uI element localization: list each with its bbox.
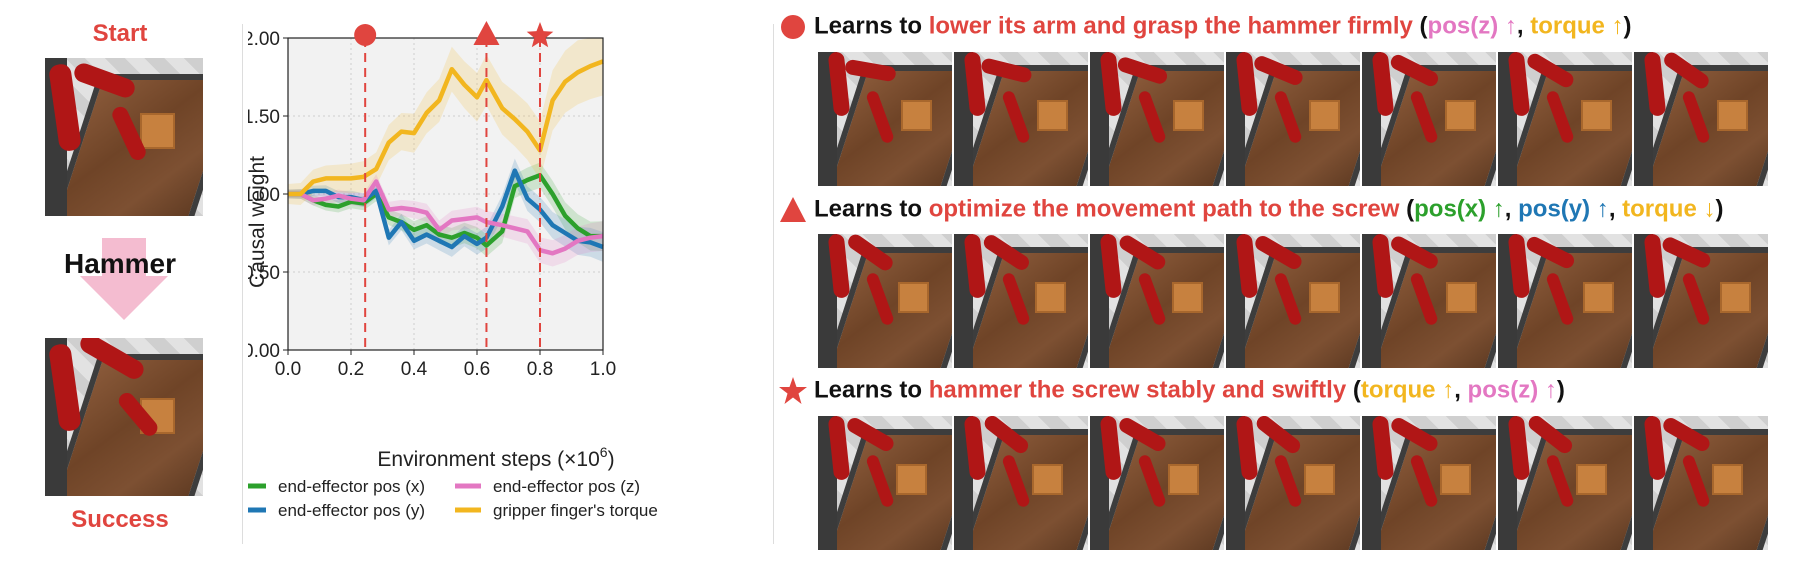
scene-frame (1634, 52, 1768, 186)
scene-frame (954, 52, 1088, 186)
panel-divider (242, 24, 243, 544)
scene-frame (1226, 416, 1360, 550)
separator: , (1516, 12, 1531, 40)
separator: , (1504, 195, 1519, 223)
learning-stages-panel: Learns to lower its arm and grasp the ha… (778, 0, 1810, 562)
scene-frame (1226, 234, 1360, 368)
stage-1-title: Learns to lower its arm and grasp the ha… (778, 12, 1632, 42)
circle-marker (354, 24, 377, 46)
y-tick-label: 2.00 (248, 29, 280, 50)
stage-1-prefix: Learns to (814, 12, 929, 40)
scene-frame (1090, 416, 1224, 550)
scene-frame (1498, 234, 1632, 368)
stage-2-goal: optimize the movement path to the screw (928, 195, 1400, 223)
scene-frame (1226, 52, 1360, 186)
success-scene-image (45, 338, 203, 496)
legend-label: gripper finger's torque (493, 501, 658, 520)
stage-1-var-2: torque ↑ (1530, 12, 1624, 40)
confidence-band (288, 38, 603, 205)
scene-frame (1498, 416, 1632, 550)
stage-3-var-2: pos(z) ↑ (1467, 376, 1557, 404)
separator: , (1454, 376, 1468, 404)
confidence-band (288, 158, 603, 262)
stage-2-frames (818, 234, 1788, 368)
panel-divider-right (773, 24, 774, 544)
scene-frame (1362, 52, 1496, 186)
paren-open: ( (1399, 195, 1415, 223)
scene-frame (818, 234, 952, 368)
paren-close: ) (1623, 12, 1632, 40)
success-label: Success (71, 506, 169, 533)
x-tick-label: 0.8 (527, 359, 553, 380)
y-tick-label: 1.50 (248, 107, 280, 128)
down-arrow-icon (80, 238, 168, 320)
confidence-band (288, 162, 603, 257)
stage-3-var-1: torque ↑ (1360, 376, 1455, 404)
start-scene-image (45, 58, 203, 216)
task-name: Hammer (63, 248, 177, 279)
stage-2-var-1: pos(x) ↑ (1414, 195, 1505, 223)
stage-1-var-1: pos(z) ↑ (1427, 12, 1517, 40)
legend-label: end-effector pos (x) (278, 477, 425, 496)
series-line (288, 59, 604, 197)
star-marker (526, 22, 554, 48)
scene-frame (1362, 234, 1496, 368)
star-marker-icon (779, 377, 807, 404)
scene-frame (1634, 234, 1768, 368)
stage-2-var-3: torque ↓ (1622, 195, 1716, 223)
separator: , (1608, 195, 1623, 223)
x-tick-label: 0.6 (464, 359, 490, 380)
triangle-marker-icon (780, 197, 806, 222)
scene-frame (818, 52, 952, 186)
paren-close: ) (1715, 195, 1724, 223)
task-overview-panel: Start Hammer Success (0, 0, 240, 562)
paren-open: ( (1346, 376, 1361, 404)
stage-3-prefix: Learns to (814, 376, 929, 404)
triangle-marker (473, 21, 500, 45)
paren-close: ) (1556, 376, 1565, 404)
x-tick-label: 1.0 (590, 359, 616, 380)
stage-2-prefix: Learns to (814, 195, 929, 223)
y-tick-label: 0.00 (248, 341, 280, 362)
legend-label: end-effector pos (y) (278, 501, 425, 520)
stage-2-title: Learns to optimize the movement path to … (778, 195, 1723, 225)
start-label: Start (92, 20, 148, 47)
legend-label: end-effector pos (z) (493, 477, 640, 496)
causal-weight-chart: 0.0 0.2 0.4 0.6 0.8 1.0 0.00 0.50 1.00 1.50 2.00 C… (240, 0, 768, 562)
stage-1-goal: lower its arm and grasp the hammer firml… (928, 12, 1413, 40)
scene-frame (1634, 416, 1768, 550)
x-tick-label: 0.2 (338, 359, 364, 380)
circle-marker-icon (781, 15, 805, 39)
x-tick-label: 0.4 (401, 359, 428, 380)
scene-frame (1498, 52, 1632, 186)
series-line (288, 179, 604, 256)
scene-frame (1362, 416, 1496, 550)
scene-frame (818, 416, 952, 550)
x-tick-label: 0.0 (275, 359, 301, 380)
series-line (288, 173, 603, 248)
stage-3-title: Learns to hammer the screw stably and sw… (778, 376, 1565, 406)
stage-3-frames (818, 416, 1788, 550)
y-axis-label: Causal weight (248, 156, 269, 288)
scene-frame (1090, 234, 1224, 368)
paren-open: ( (1412, 12, 1428, 40)
scene-frame (954, 234, 1088, 368)
scene-frame (954, 416, 1088, 550)
scene-frame (1090, 52, 1224, 186)
chart-svg: 0.0 0.2 0.4 0.6 0.8 1.0 0.00 0.50 1.00 1.50 2.00 C… (240, 21, 658, 520)
y-tick-label: 0.50 (248, 263, 280, 284)
stage-2-var-2: pos(y) ↑ (1518, 195, 1609, 223)
x-axis-label: Environment steps (×106) (377, 444, 614, 471)
stage-1-frames (818, 52, 1788, 186)
y-tick-label: 1.00 (248, 185, 280, 206)
stage-3-goal: hammer the screw stably and swiftly (928, 376, 1347, 404)
